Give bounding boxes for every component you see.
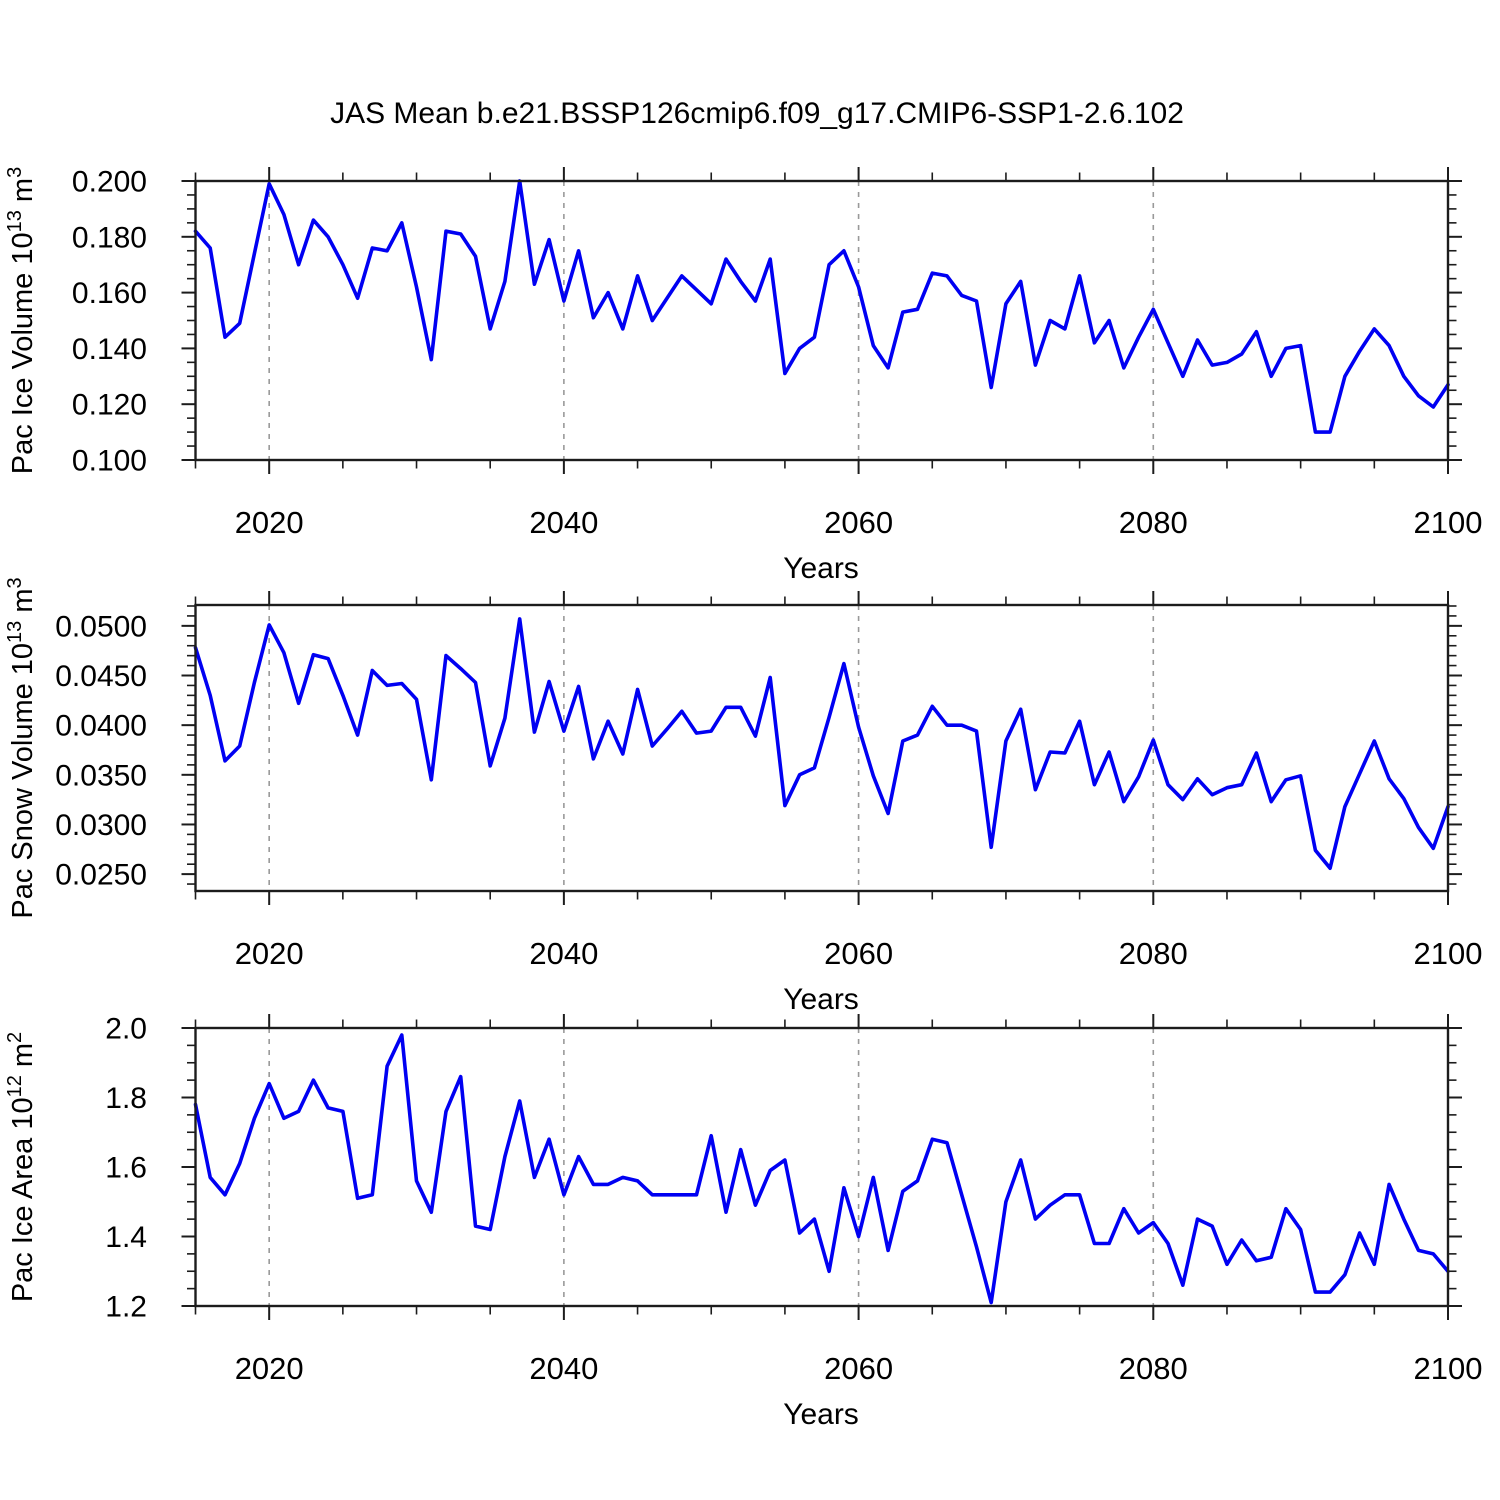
x-tick-label: 2080 (1119, 1351, 1188, 1386)
y-tick-label: 0.120 (72, 389, 147, 422)
x-tick-label: 2080 (1119, 505, 1188, 540)
y-tick-label: 0.160 (72, 277, 147, 310)
x-tick-label: 2080 (1119, 936, 1188, 971)
x-tick-label: 2060 (824, 936, 893, 971)
x-tick-label: 2060 (824, 1351, 893, 1386)
panel-pac-ice-area: 2020 2040 2060 2080 2100 1.2 1.4 1.6 1.8 2.0 Pac I… (4, 1013, 1482, 1387)
y-tick-label: 0.0300 (55, 809, 147, 842)
panel-pac-snow-volume: 2020 2040 2060 2080 2100 0.0250 0.0300 0.0350 0.… (4, 577, 1482, 971)
x-axis-label-panel-3: Years (783, 1398, 859, 1431)
y-tick-label: 1.2 (105, 1291, 147, 1324)
x-tick-label: 2040 (529, 936, 598, 971)
data-line (193, 1033, 1450, 1305)
x-tick-label: 2040 (529, 505, 598, 540)
y-tick-label: 2.0 (105, 1013, 147, 1046)
y-tick-label: 0.0350 (55, 759, 147, 792)
y-tick-label: 0.0400 (55, 710, 147, 743)
data-line (193, 617, 1450, 871)
x-tick-label: 2100 (1414, 505, 1483, 540)
y-tick-label: 0.0450 (55, 660, 147, 693)
plot-box (194, 603, 1450, 893)
x-tick-label: 2060 (824, 505, 893, 540)
y-axis-title: Pac Ice Volume 1013 m3 (4, 167, 39, 474)
x-tick-label: 2100 (1414, 1351, 1483, 1386)
y-tick-label: 0.0500 (55, 610, 147, 643)
y-tick-label: 0.140 (72, 333, 147, 366)
y-tick-label: 0.100 (72, 445, 147, 478)
y-tick-label: 0.200 (72, 166, 147, 199)
x-tick-label: 2100 (1414, 936, 1483, 971)
chart-title: JAS Mean b.e21.BSSP126cmip6.f09_g17.CMIP… (330, 97, 1184, 130)
x-axis-label-panel-2: Years (783, 983, 859, 1016)
x-tick-label: 2020 (235, 1351, 304, 1386)
panel-pac-ice-volume: 2020 2040 2060 2080 2100 0.100 0.120 0.140 0.160… (4, 166, 1482, 541)
data-line (193, 179, 1450, 434)
y-tick-label: 0.0250 (55, 859, 147, 892)
y-tick-label: 1.4 (105, 1221, 147, 1254)
y-axis-title: Pac Ice Area 1012 m2 (4, 1032, 39, 1302)
y-tick-label: 1.6 (105, 1152, 147, 1185)
x-tick-label: 2020 (235, 505, 304, 540)
y-axis-title: Pac Snow Volume 1013 m3 (4, 577, 39, 918)
x-tick-label: 2040 (529, 1351, 598, 1386)
x-axis-label-panel-1: Years (783, 552, 859, 585)
x-tick-label: 2020 (235, 936, 304, 971)
y-tick-label: 1.8 (105, 1082, 147, 1115)
y-tick-label: 0.180 (72, 221, 147, 254)
